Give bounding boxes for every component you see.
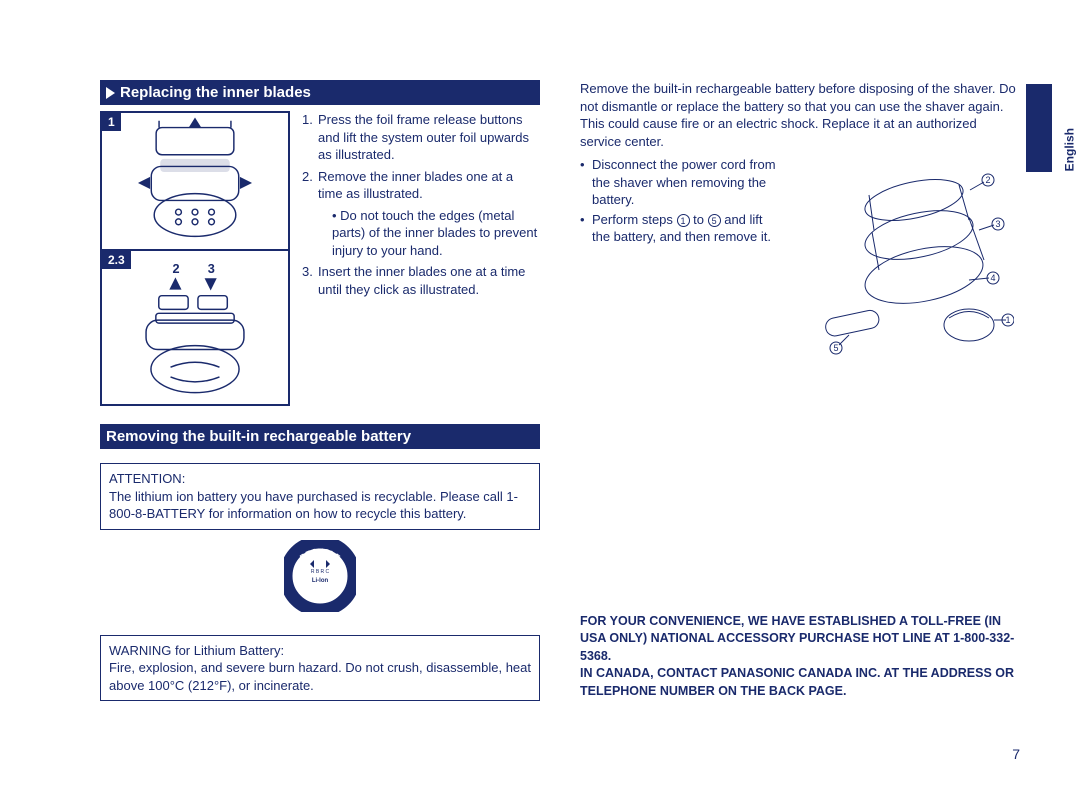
exploded-svg: 1 2 3 4 5 — [794, 160, 1014, 360]
triangle-icon — [106, 87, 115, 99]
bullet-2: • Perform steps 1 to 5 and lift the batt… — [580, 211, 780, 246]
figure-2-3-svg: 2 3 — [102, 251, 288, 404]
right-intro-block: Remove the built-in rechargeable battery… — [580, 80, 1020, 365]
svg-text:1: 1 — [1005, 315, 1010, 325]
left-column: Replacing the inner blades 1 — [100, 80, 540, 700]
svg-text:Li-Ion: Li-Ion — [312, 578, 329, 584]
figure-1-svg — [102, 113, 288, 249]
step-2-sub: Do not touch the edges (metal parts) of … — [302, 207, 540, 260]
step-1: 1.Press the foil frame release buttons a… — [302, 111, 540, 164]
svg-text:2: 2 — [172, 261, 179, 276]
steps-list: 1.Press the foil frame release buttons a… — [302, 111, 540, 406]
language-label: English — [1062, 128, 1076, 171]
blades-content: 1 — [100, 111, 540, 406]
section-title: Replacing the inner blades — [120, 84, 311, 101]
svg-text:3: 3 — [208, 261, 215, 276]
figure-1-label: 1 — [102, 113, 121, 131]
section-header-blades: Replacing the inner blades — [100, 80, 540, 105]
attention-body: The lithium ion battery you have purchas… — [109, 489, 518, 522]
svg-text:R B R C: R B R C — [311, 569, 330, 575]
page-number: 7 — [1012, 746, 1020, 762]
section-title-battery: Removing the built-in rechargeable batte… — [106, 428, 411, 445]
warning-label: WARNING for Lithium Battery: — [109, 643, 284, 658]
svg-text:4: 4 — [990, 273, 995, 283]
figure-stack: 1 — [100, 111, 290, 406]
figure-2-3: 2.3 2 3 — [100, 251, 290, 406]
bullet-1: •Disconnect the power cord from the shav… — [580, 156, 780, 209]
step-3: 3.Insert the inner blades one at a time … — [302, 263, 540, 298]
svg-text:2: 2 — [985, 175, 990, 185]
svg-text:5: 5 — [833, 343, 838, 353]
recycle-logo: RECYCLE 1.800.822.8837 R B R C Li-Ion — [100, 540, 540, 617]
section-header-battery: Removing the built-in rechargeable batte… — [100, 424, 540, 449]
figure-1: 1 — [100, 111, 290, 251]
convenience-text: FOR YOUR CONVENIENCE, WE HAVE ESTABLISHE… — [580, 613, 1020, 701]
attention-box: ATTENTION: The lithium ion battery you h… — [100, 463, 540, 530]
convenience-block: FOR YOUR CONVENIENCE, WE HAVE ESTABLISHE… — [580, 613, 1020, 701]
step-2: 2.Remove the inner blades one at a time … — [302, 168, 540, 203]
right-column: Remove the built-in rechargeable battery… — [580, 80, 1020, 700]
svg-text:3: 3 — [995, 219, 1000, 229]
figure-2-3-label: 2.3 — [102, 251, 131, 269]
language-tab-bg — [1026, 84, 1052, 172]
warning-box: WARNING for Lithium Battery: Fire, explo… — [100, 635, 540, 702]
page-columns: Replacing the inner blades 1 — [100, 80, 1020, 700]
attention-label: ATTENTION: — [109, 471, 185, 486]
recycle-svg: RECYCLE 1.800.822.8837 R B R C Li-Ion — [284, 540, 356, 612]
right-intro: Remove the built-in rechargeable battery… — [580, 80, 1020, 150]
exploded-diagram: 1 2 3 4 5 — [788, 160, 1020, 365]
warning-body: Fire, explosion, and severe burn hazard.… — [109, 660, 531, 693]
